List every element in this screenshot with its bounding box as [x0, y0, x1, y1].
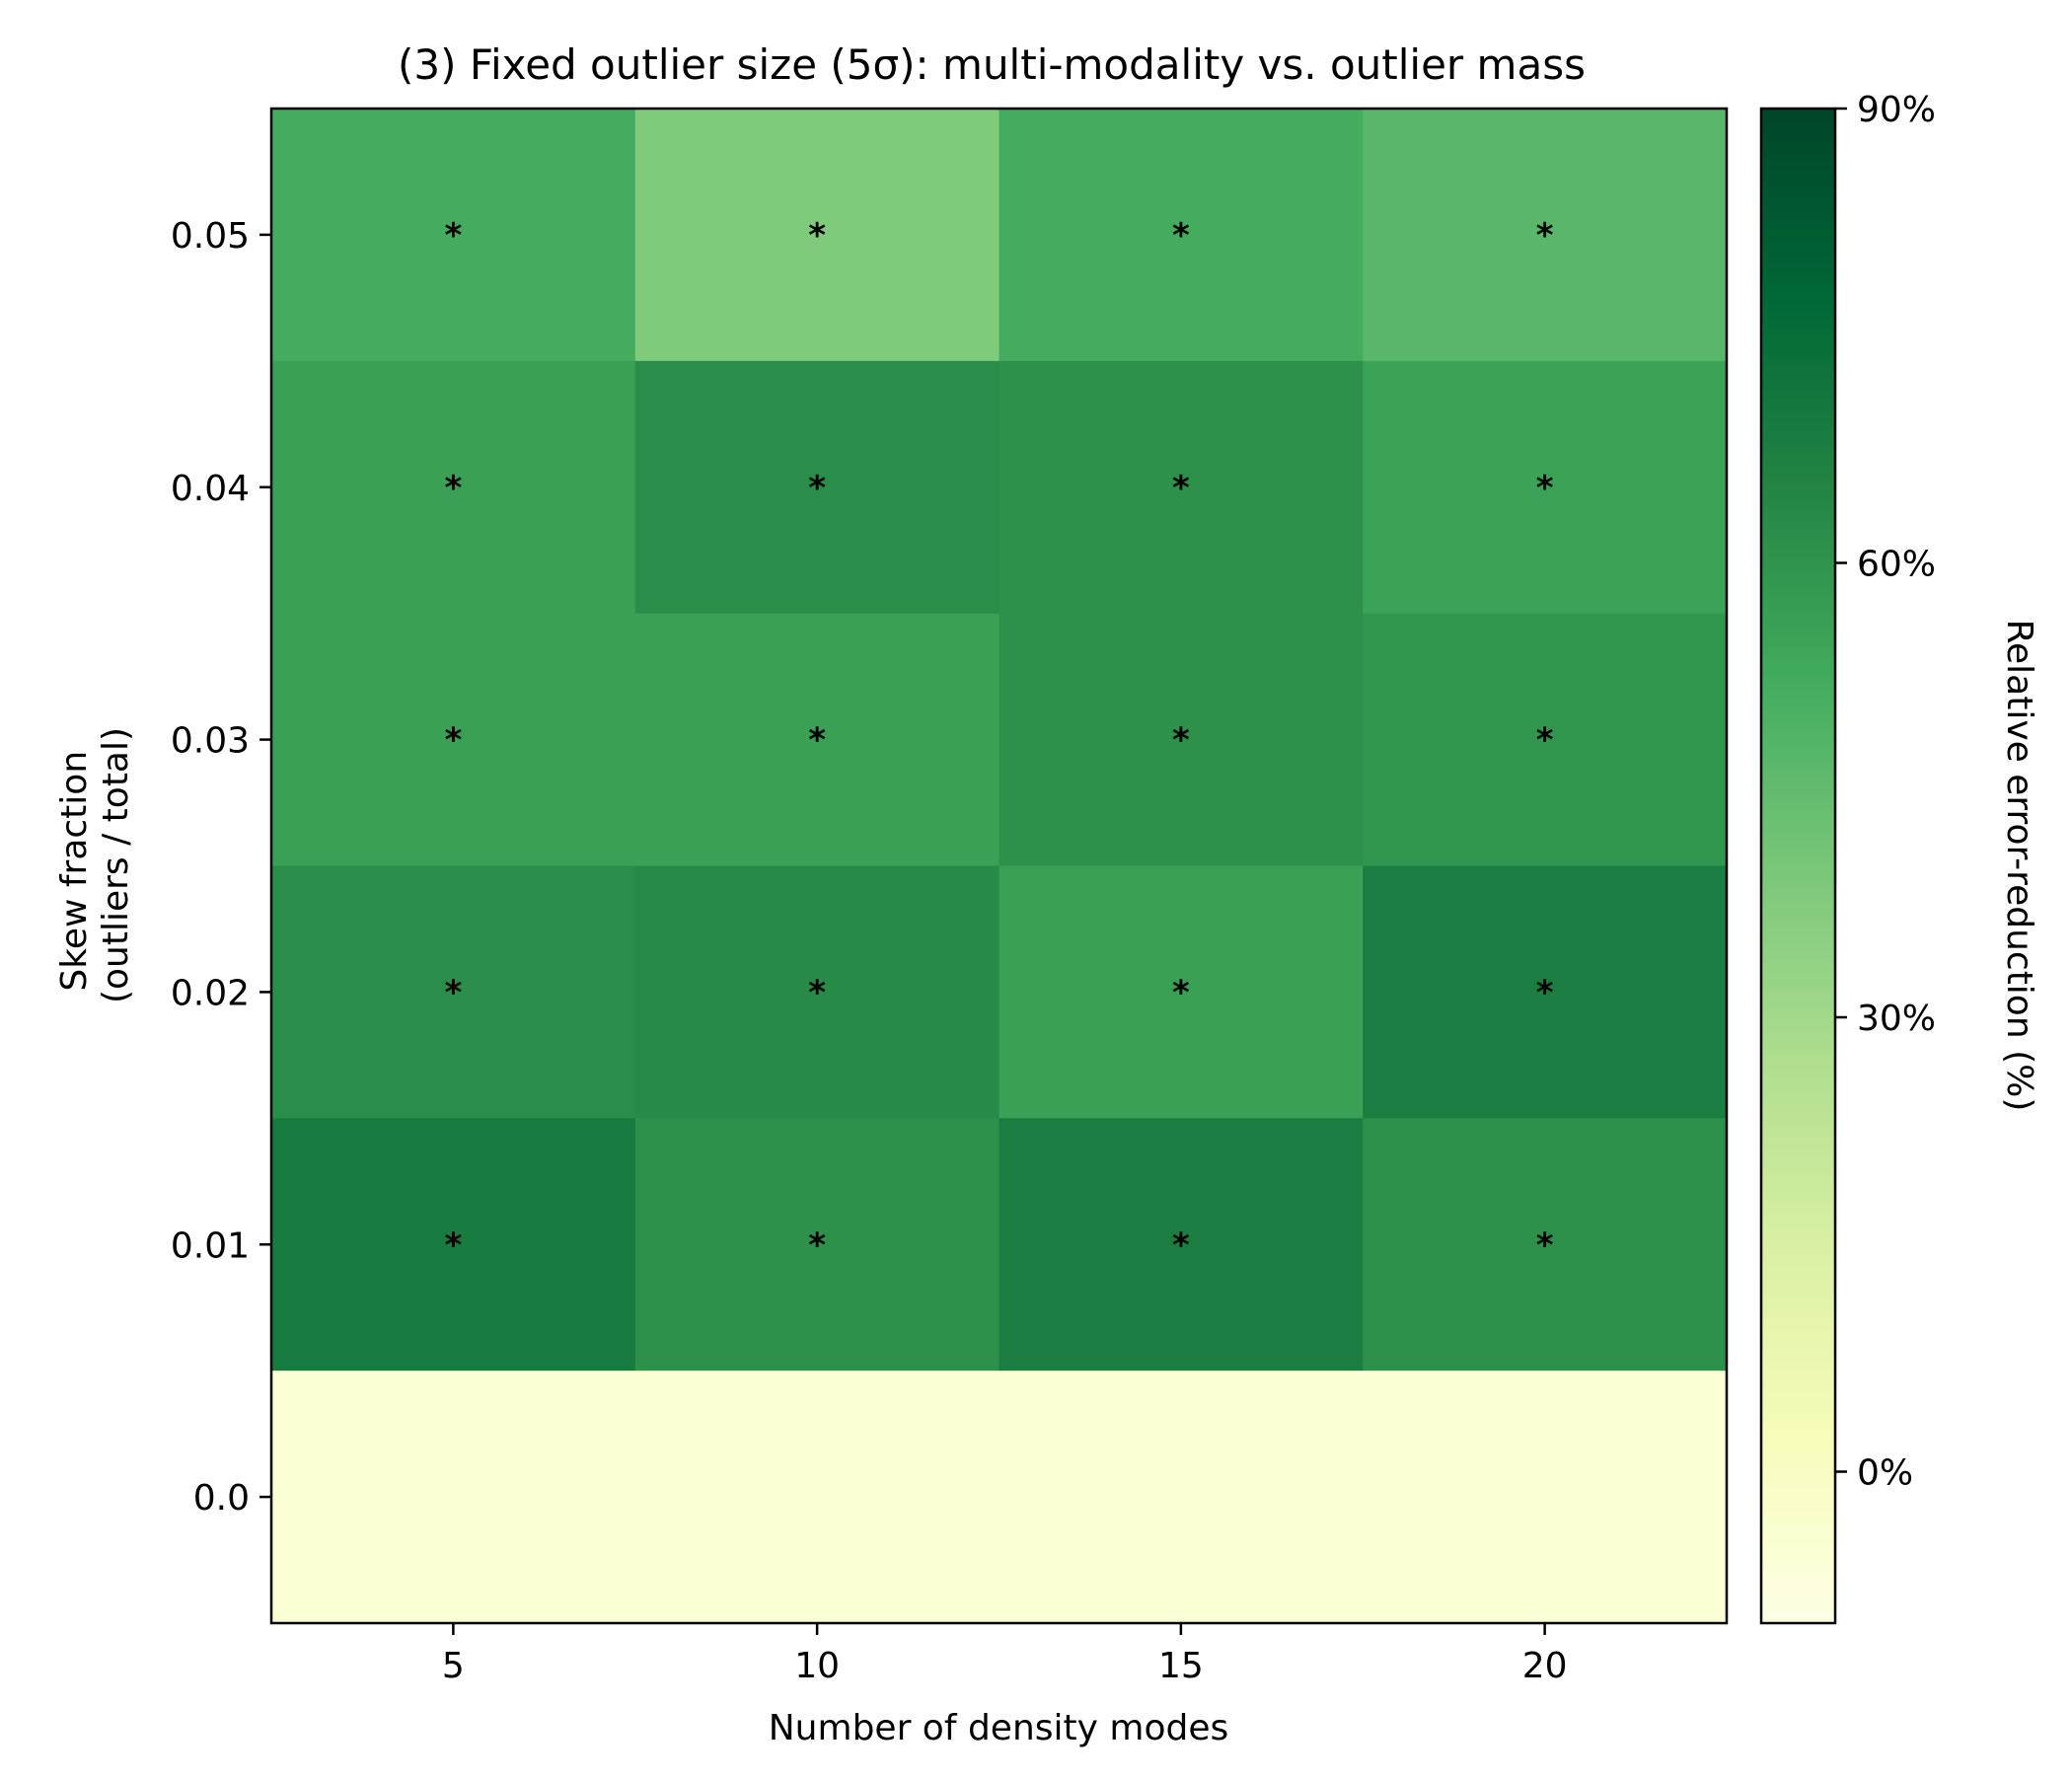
heatmap-cell-0.01-10 [634, 1118, 999, 1372]
heatmap-cell-0.01-20 [1363, 1118, 1728, 1372]
heatmap-cell-0.0-20 [1363, 1371, 1728, 1624]
heatmap-cell-0.03-10 [634, 613, 999, 866]
heatmap-cell-0.0-10 [634, 1371, 999, 1624]
plot-frame [269, 107, 1729, 1625]
x-axis-label: Number of density modes [769, 1708, 1229, 1748]
significance-marker: * [1536, 973, 1554, 1012]
heatmap-cell-0.04-15 [999, 360, 1364, 615]
y-axis: 0.05 0.04 0.03 0.02 0.01 0.0 [171, 216, 271, 1519]
heatmap-cell-0.04-20 [1363, 360, 1728, 615]
y-tick-label: 0.02 [171, 973, 250, 1013]
significance-marker: * [444, 721, 462, 761]
y-tick-label: 0.05 [171, 216, 250, 257]
y-tick-label: 0.04 [171, 469, 250, 509]
significance-marker: * [808, 721, 826, 761]
significance-markers: * * * * * * * * * * * * * * * * * * * * [444, 216, 1553, 1265]
colorbar-tick-label: 60% [1857, 545, 1936, 585]
y-tick-label: 0.01 [171, 1225, 250, 1266]
colorbar-tick-label: 90% [1857, 90, 1936, 130]
heatmap-cell-0.05-10 [634, 109, 999, 362]
heatmap-cell-0.01-15 [999, 1118, 1364, 1372]
heatmap-cell-0.0-5 [271, 1371, 636, 1624]
heatmap-cell-0.02-5 [271, 865, 636, 1119]
heatmap-cell-0.05-5 [271, 109, 636, 362]
significance-marker: * [1536, 216, 1554, 256]
significance-marker: * [444, 469, 462, 508]
heatmap-cell-0.02-15 [999, 865, 1364, 1119]
y-axis-label: Skew fraction (outliers / total) [54, 727, 136, 1003]
significance-marker: * [1172, 973, 1190, 1012]
heatmap-cell-0.03-5 [271, 613, 636, 866]
x-tick-label: 20 [1522, 1646, 1568, 1686]
x-axis: 5 10 15 20 [442, 1623, 1568, 1686]
colorbar-tick-label: 0% [1857, 1453, 1913, 1494]
heatmap-cells [271, 109, 1728, 1624]
x-tick-label: 10 [794, 1646, 840, 1686]
significance-marker: * [808, 1225, 826, 1265]
heatmap-cell-0.04-10 [634, 360, 999, 615]
significance-marker: * [444, 1225, 462, 1265]
heatmap-cell-0.02-10 [634, 865, 999, 1119]
significance-marker: * [1172, 1225, 1190, 1265]
colorbar-label: Relative error-reduction (%) [1999, 620, 2039, 1112]
colorbar-ticks: 0% 30% 60% 90% [1835, 90, 1936, 1494]
x-tick-label: 5 [442, 1646, 465, 1686]
heatmap-cell-0.02-20 [1363, 865, 1728, 1119]
significance-marker: * [444, 216, 462, 256]
colorbar-tick-label: 30% [1857, 999, 1936, 1039]
significance-marker: * [1536, 721, 1554, 761]
heatmap-cell-0.05-15 [999, 109, 1364, 362]
chart-title: (3) Fixed outlier size (5σ): multi-modal… [398, 40, 1586, 89]
heatmap-cell-0.03-20 [1363, 613, 1728, 866]
heatmap-cell-0.0-15 [999, 1371, 1364, 1624]
y-tick-label: 0.0 [193, 1478, 250, 1519]
x-tick-label: 15 [1158, 1646, 1204, 1686]
heatmap-cell-0.05-20 [1363, 109, 1728, 362]
heatmap-cell-0.03-15 [999, 613, 1364, 866]
significance-marker: * [808, 973, 826, 1012]
significance-marker: * [1172, 721, 1190, 761]
significance-marker: * [444, 973, 462, 1012]
y-tick-label: 0.03 [171, 721, 250, 762]
colorbar [1759, 107, 1837, 1625]
significance-marker: * [808, 216, 826, 256]
significance-marker: * [1536, 1225, 1554, 1265]
heatmap-cell-0.04-5 [271, 360, 636, 615]
heatmap-cell-0.01-5 [271, 1118, 636, 1372]
significance-marker: * [1172, 469, 1190, 508]
significance-marker: * [808, 469, 826, 508]
y-axis-label-line-2: (outliers / total) [96, 727, 136, 1003]
y-axis-label-line-1: Skew fraction [54, 751, 95, 992]
significance-marker: * [1172, 216, 1190, 256]
significance-marker: * [1536, 469, 1554, 508]
